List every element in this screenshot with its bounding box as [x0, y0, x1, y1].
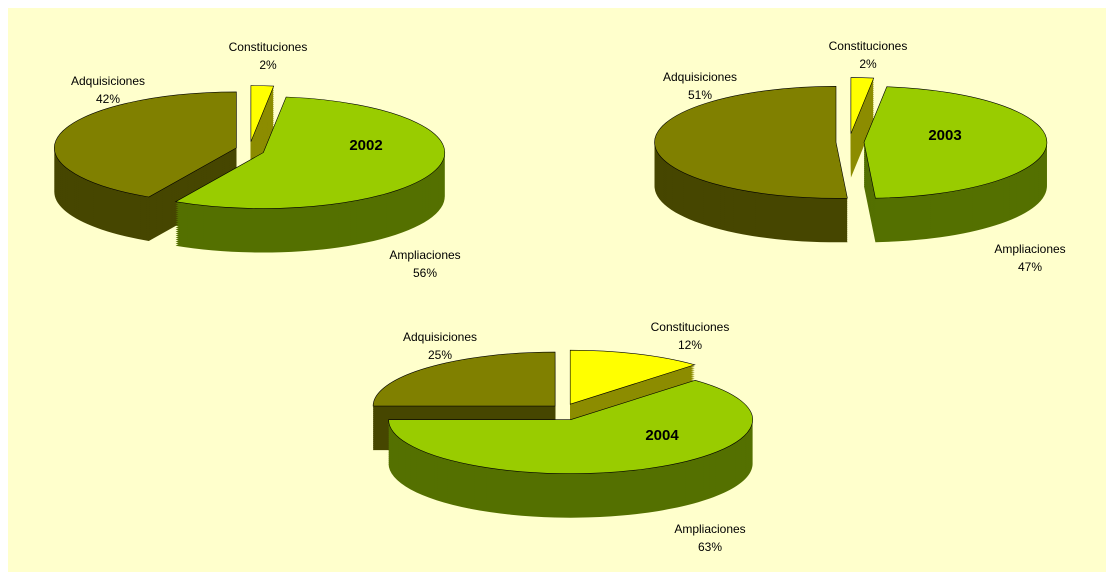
slice — [654, 85, 848, 199]
slice-label: Adquisiciones — [663, 70, 737, 84]
slice — [850, 77, 875, 134]
slice-label: Constituciones — [229, 40, 308, 54]
slice-value-label: 51% — [688, 88, 712, 102]
slice-value-label: 47% — [1018, 260, 1042, 274]
slice-label: Adquisiciones — [403, 330, 477, 344]
slice-value-label: 2% — [259, 58, 277, 72]
slice-label: Adquisiciones — [71, 74, 145, 88]
slice-value-label: 63% — [698, 540, 722, 554]
slice-value-label: 56% — [413, 266, 437, 280]
slice — [250, 85, 275, 142]
slice — [372, 351, 556, 407]
slice — [388, 379, 753, 474]
slice — [863, 86, 1048, 199]
slice-label: Ampliaciones — [994, 242, 1065, 256]
slice-value-label: 12% — [678, 338, 702, 352]
slice — [174, 96, 445, 209]
slice-label: Ampliaciones — [674, 522, 745, 536]
pie-title: 2004 — [645, 427, 679, 444]
slice-label: Constituciones — [651, 320, 730, 334]
slice — [569, 349, 696, 405]
pie-title: 2002 — [349, 137, 382, 154]
slice — [54, 91, 237, 198]
slice-value-label: 25% — [428, 348, 452, 362]
slice-label: Ampliaciones — [389, 248, 460, 262]
slice-value-label: 42% — [96, 92, 120, 106]
pie-title: 2003 — [928, 127, 961, 144]
slice-label: Constituciones — [829, 39, 908, 53]
slice-value-label: 2% — [859, 57, 877, 71]
